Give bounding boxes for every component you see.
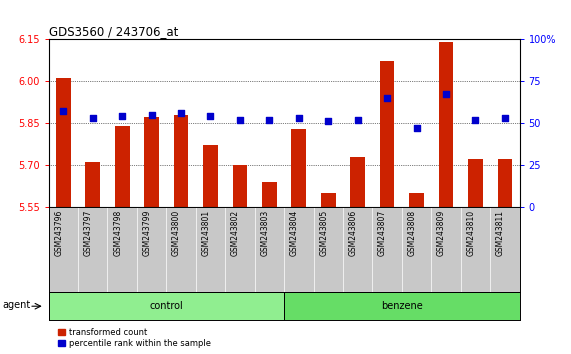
Text: GSM243808: GSM243808 [408, 210, 417, 256]
Point [471, 117, 480, 122]
Bar [203, 145, 218, 207]
Text: GSM243798: GSM243798 [113, 210, 122, 256]
Text: GSM243804: GSM243804 [290, 210, 299, 256]
Text: GSM243806: GSM243806 [349, 210, 357, 256]
Bar [439, 42, 453, 207]
Text: GSM243807: GSM243807 [378, 210, 387, 256]
Bar [468, 159, 483, 207]
Bar [49, 292, 284, 320]
Point [235, 117, 244, 122]
Legend: transformed count, percentile rank within the sample: transformed count, percentile rank withi… [58, 327, 211, 348]
Point [88, 115, 97, 121]
Bar [291, 129, 306, 207]
Bar [144, 118, 159, 207]
Bar [262, 182, 277, 207]
Text: GSM243809: GSM243809 [437, 210, 446, 256]
Bar [174, 115, 188, 207]
Text: GSM243810: GSM243810 [467, 210, 476, 256]
Point [176, 110, 186, 116]
Text: GSM243803: GSM243803 [260, 210, 270, 256]
Point [147, 112, 156, 118]
Point [206, 113, 215, 119]
Bar [232, 165, 247, 207]
Point [353, 117, 362, 122]
Bar [56, 78, 71, 207]
Point [412, 125, 421, 131]
Text: GSM243799: GSM243799 [143, 210, 151, 256]
Text: GDS3560 / 243706_at: GDS3560 / 243706_at [49, 25, 178, 38]
Bar [409, 193, 424, 207]
Point [59, 108, 68, 114]
Point [118, 113, 127, 119]
Bar [321, 193, 336, 207]
Bar [351, 156, 365, 207]
Point [294, 115, 303, 121]
Point [441, 92, 451, 97]
Text: control: control [150, 301, 183, 311]
Point [324, 119, 333, 124]
Text: agent: agent [2, 300, 31, 310]
Bar [85, 162, 100, 207]
Bar [497, 159, 512, 207]
Bar [284, 292, 520, 320]
Point [383, 95, 392, 101]
Text: GSM243805: GSM243805 [319, 210, 328, 256]
Text: GSM243802: GSM243802 [231, 210, 240, 256]
Bar [380, 61, 395, 207]
Text: GSM243800: GSM243800 [172, 210, 181, 256]
Text: GSM243811: GSM243811 [496, 210, 505, 256]
Text: GSM243801: GSM243801 [202, 210, 211, 256]
Point [265, 117, 274, 122]
Text: GSM243796: GSM243796 [54, 210, 63, 256]
Text: benzene: benzene [381, 301, 423, 311]
Bar [115, 126, 130, 207]
Point [500, 115, 509, 121]
Text: GSM243797: GSM243797 [84, 210, 93, 256]
